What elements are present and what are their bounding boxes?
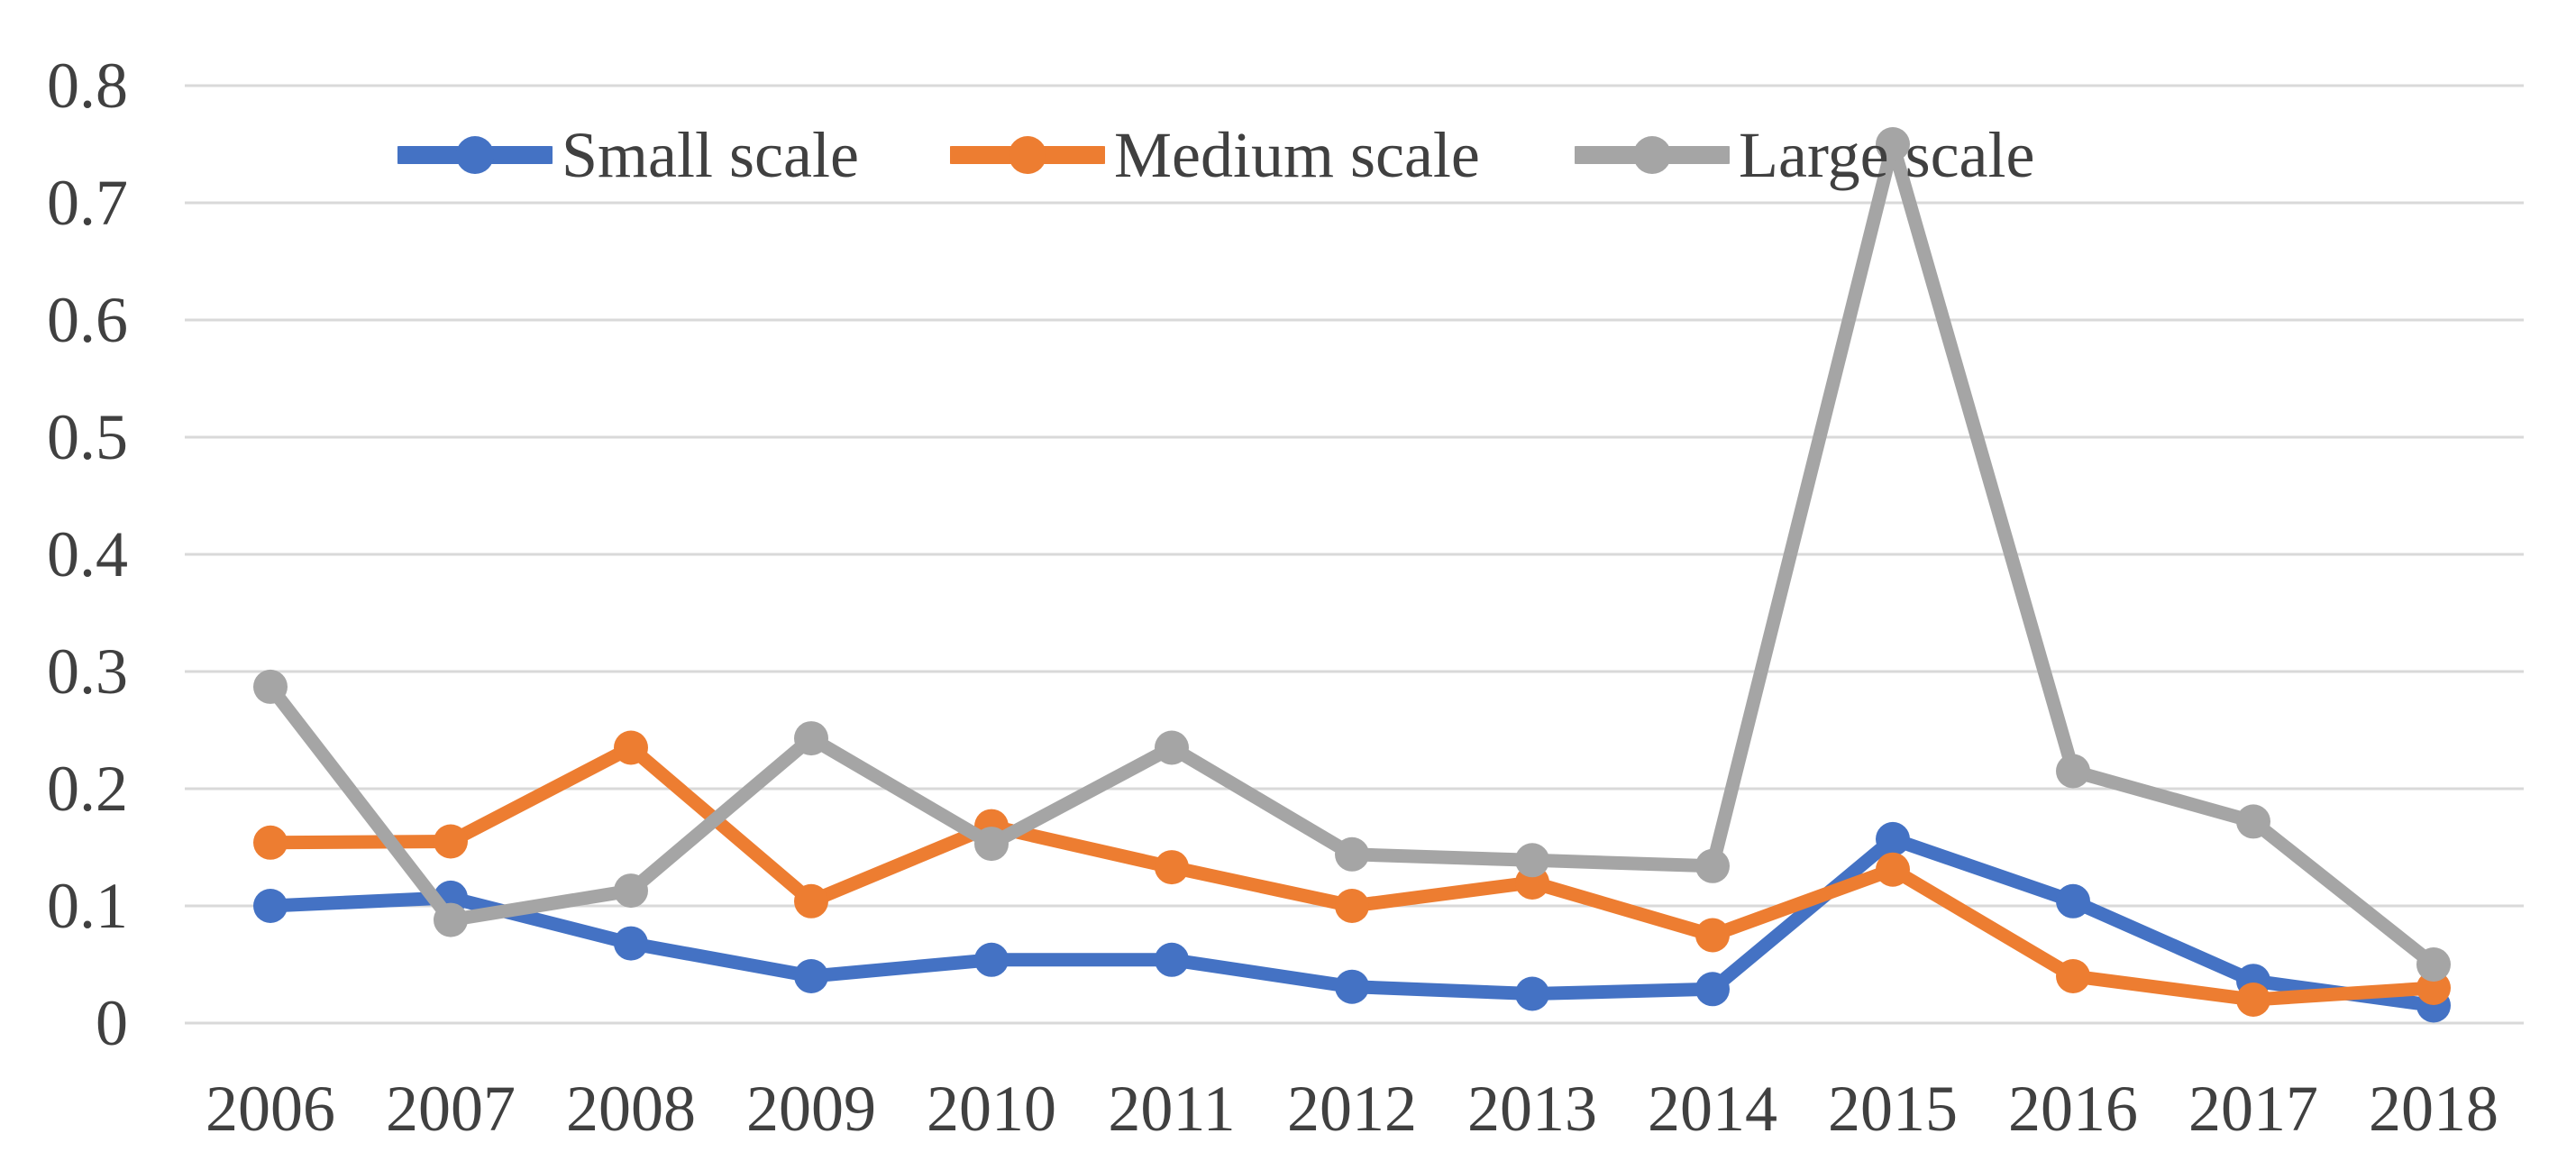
x-tick-label-2012: 2012 (1287, 1073, 1417, 1145)
y-tick-label-0.1: 0.1 (47, 870, 128, 942)
y-tick-label-0.8: 0.8 (47, 50, 128, 122)
data-point-medium-scale-2018 (2416, 971, 2451, 1005)
data-point-large-scale-2018 (2416, 947, 2451, 982)
data-point-medium-scale-2017 (2236, 983, 2270, 1017)
data-point-medium-scale-2007 (434, 824, 468, 859)
x-tick-label-2006: 2006 (206, 1073, 335, 1145)
x-tick-label-2009: 2009 (746, 1073, 876, 1145)
x-tick-label-2010: 2010 (927, 1073, 1056, 1145)
data-point-medium-scale-2009 (794, 883, 828, 919)
legend-item-medium-scale: Medium scale (950, 114, 1480, 196)
y-tick-label-0.5: 0.5 (47, 401, 128, 473)
data-point-large-scale-2012 (1335, 836, 1369, 872)
data-point-large-scale-2014 (1695, 848, 1730, 883)
legend-marker-large-scale-icon (1575, 136, 1730, 174)
x-tick-label-2018: 2018 (2369, 1073, 2498, 1145)
data-point-small-scale-2014 (1695, 972, 1730, 1007)
y-tick-label-0.4: 0.4 (47, 518, 128, 590)
x-tick-label-2014: 2014 (1648, 1073, 1777, 1145)
data-point-medium-scale-2012 (1335, 889, 1369, 923)
x-tick-label-2016: 2016 (2008, 1073, 2138, 1145)
data-point-medium-scale-2016 (2056, 959, 2090, 993)
data-point-large-scale-2006 (253, 669, 288, 704)
legend-label-small-scale: Small scale (562, 119, 859, 191)
data-point-medium-scale-2015 (1876, 852, 1910, 887)
data-point-large-scale-2015 (1876, 127, 1910, 161)
data-point-large-scale-2008 (614, 873, 648, 909)
data-point-small-scale-2011 (1155, 942, 1189, 977)
data-point-small-scale-2015 (1876, 821, 1910, 856)
y-tick-label-0.6: 0.6 (47, 284, 128, 356)
legend-label-medium-scale: Medium scale (1114, 119, 1480, 191)
data-point-small-scale-2009 (794, 959, 828, 993)
data-point-small-scale-2008 (614, 926, 648, 961)
legend-item-large-scale: Large scale (1575, 114, 2034, 196)
data-point-small-scale-2016 (2056, 883, 2090, 919)
x-tick-label-2017: 2017 (2188, 1073, 2318, 1145)
data-point-large-scale-2010 (974, 827, 1009, 862)
data-point-small-scale-2013 (1515, 976, 1549, 1011)
legend-item-small-scale: Small scale (397, 114, 859, 196)
data-point-small-scale-2006 (253, 889, 288, 923)
data-point-small-scale-2010 (974, 942, 1009, 977)
y-tick-label-0: 0 (96, 987, 128, 1059)
y-tick-label-0.7: 0.7 (47, 167, 128, 239)
data-point-medium-scale-2014 (1695, 918, 1730, 953)
x-tick-label-2011: 2011 (1108, 1073, 1236, 1145)
data-point-large-scale-2017 (2236, 804, 2270, 839)
y-tick-label-0.2: 0.2 (47, 753, 128, 825)
legend-marker-medium-scale-icon (950, 136, 1105, 174)
x-tick-label-2007: 2007 (386, 1073, 516, 1145)
data-point-medium-scale-2006 (253, 825, 288, 860)
data-point-medium-scale-2008 (614, 730, 648, 765)
y-tick-label-0.3: 0.3 (47, 635, 128, 708)
x-tick-label-2013: 2013 (1467, 1073, 1597, 1145)
data-point-large-scale-2007 (434, 902, 468, 937)
x-tick-label-2008: 2008 (566, 1073, 696, 1145)
data-point-medium-scale-2011 (1155, 850, 1189, 885)
data-point-small-scale-2012 (1335, 969, 1369, 1004)
data-point-large-scale-2016 (2056, 754, 2090, 789)
data-point-large-scale-2013 (1515, 843, 1549, 878)
legend-label-large-scale: Large scale (1739, 119, 2035, 191)
legend-marker-small-scale-icon (397, 136, 553, 174)
data-point-large-scale-2009 (794, 721, 828, 756)
x-tick-label-2015: 2015 (1828, 1073, 1958, 1145)
data-point-large-scale-2011 (1155, 730, 1189, 765)
